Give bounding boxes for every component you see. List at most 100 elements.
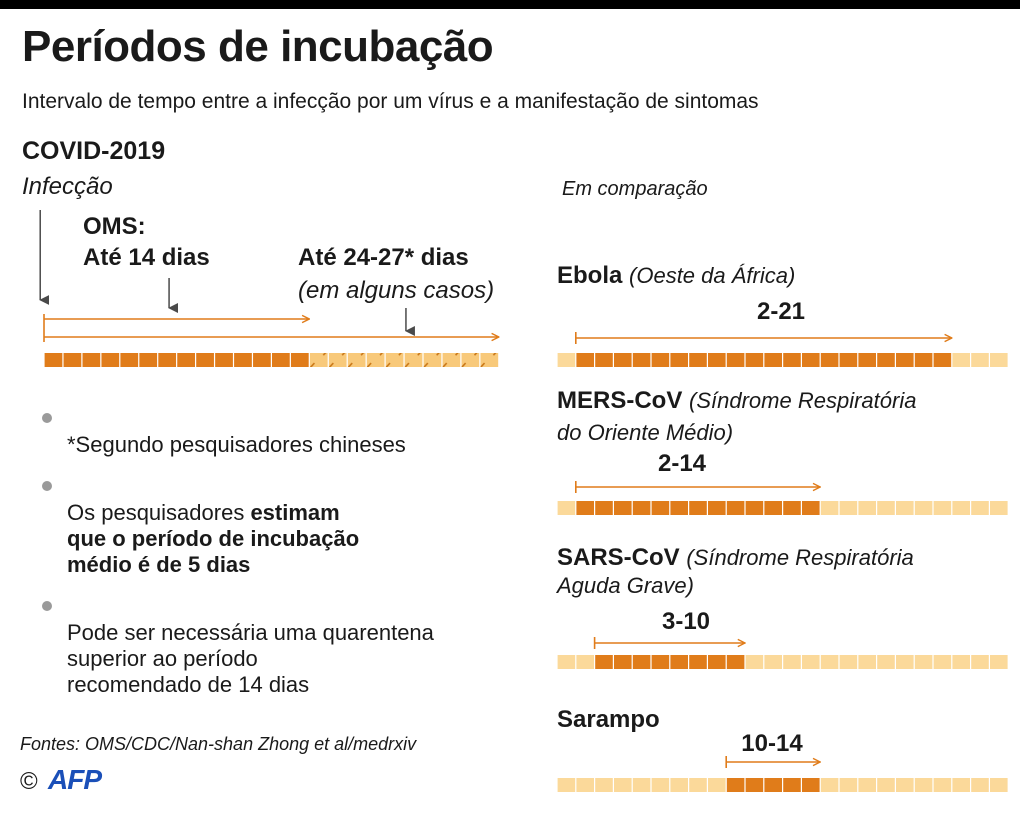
sarampo-scale-cell — [820, 778, 839, 792]
ebola-range-cell — [802, 353, 820, 367]
range-label-mers: 2-14 — [657, 450, 707, 477]
sars-cov-scale-cell — [896, 655, 914, 669]
sarampo-scale-cell — [689, 778, 707, 792]
notes-list: *Segundo pesquisadores chineses Os pesqu… — [40, 406, 540, 714]
sarampo-scale-cell — [933, 778, 952, 792]
infection-label: Infecção — [22, 173, 113, 200]
sarampo-range-cell — [726, 778, 745, 792]
note-item: Os pesquisadores estimam que o período d… — [40, 474, 540, 578]
mers-cov-range-cell — [726, 501, 745, 515]
ebola-scale-cell — [990, 353, 1008, 367]
sarampo-scale-cell — [614, 778, 632, 792]
ebola-range-cell — [576, 353, 594, 367]
covid-extended-day-cell — [385, 353, 404, 367]
covid-extended-day-cell — [461, 353, 480, 367]
ebola-range-cell — [783, 353, 801, 367]
sars-cov-scale-cell — [820, 655, 839, 669]
sars-cov-range-cell — [670, 655, 688, 669]
covid-extended-day-cell — [423, 353, 442, 367]
mers-cov-scale-cell — [896, 501, 914, 515]
covid-timeline — [39, 210, 499, 367]
ebola-range-cell — [670, 353, 688, 367]
sarampo-scale-cell — [877, 778, 895, 792]
ebola-scale-cell — [557, 353, 576, 367]
ebola-scale-cell — [971, 353, 989, 367]
sars-cov-scale-cell — [990, 655, 1008, 669]
mers-cov-range-cell — [651, 501, 670, 515]
sars-cov-scale-cell — [971, 655, 989, 669]
disease-note-line2: Aguda Grave) — [557, 573, 694, 598]
disease-mers-name: MERS-CoV (Síndrome Respiratória — [557, 387, 916, 415]
sarampo-scale-cell — [708, 778, 726, 792]
ebola-range-cell — [839, 353, 858, 367]
mers-cov-scale-cell — [858, 501, 876, 515]
disease-name: SARS-CoV — [557, 544, 680, 571]
covid-day-cell — [158, 353, 177, 367]
mers-cov-range-cell — [764, 501, 782, 515]
range-label-sarampo: 10-14 — [741, 730, 803, 757]
sarampo-range-cell — [745, 778, 764, 792]
sarampo-range-cell — [764, 778, 782, 792]
mers-cov-range-cell — [708, 501, 726, 515]
covid-day-cell — [63, 353, 82, 367]
covid-day-cell — [120, 353, 139, 367]
range-label-sars: 3-10 — [661, 608, 711, 635]
note-text: *Segundo pesquisadores chineses — [67, 432, 406, 457]
disease-name: Ebola — [557, 262, 623, 289]
ebola-range-cell — [651, 353, 670, 367]
sarampo-scale-cell — [952, 778, 970, 792]
covid-extended-day-cell — [309, 353, 328, 367]
disease-note: (Síndrome Respiratória — [686, 545, 914, 570]
sars-cov-scale-cell — [745, 655, 764, 669]
page-subtitle: Intervalo de tempo entre a infecção por … — [22, 90, 759, 113]
mers-cov-scale-cell — [820, 501, 839, 515]
mers-cov-scale-cell — [971, 501, 989, 515]
disease-name: MERS-CoV — [557, 387, 683, 414]
ebola-range-cell — [858, 353, 876, 367]
sars-cov-range-cell — [595, 655, 613, 669]
disease-sars-name: SARS-CoV (Síndrome Respiratória — [557, 544, 914, 572]
sarampo-scale-cell — [651, 778, 670, 792]
covid-extended-day-cell — [480, 353, 499, 367]
mers-cov-scale-cell — [990, 501, 1008, 515]
sarampo-scale-cell — [632, 778, 651, 792]
top-bar — [0, 0, 1020, 9]
covid-day-cell — [101, 353, 120, 367]
ebola-range-cell — [745, 353, 764, 367]
ebola-range-cell — [708, 353, 726, 367]
covid-day-cell — [196, 353, 214, 367]
range-label-ebola: 2-21 — [756, 298, 806, 325]
disease-note-line2: do Oriente Médio) — [557, 420, 734, 445]
mers-cov-range-cell — [576, 501, 594, 515]
note-item: *Segundo pesquisadores chineses — [40, 406, 540, 458]
sars-cov-scale-cell — [877, 655, 895, 669]
sarampo-range-cell — [783, 778, 801, 792]
ebola-range-cell — [595, 353, 613, 367]
sarampo-scale-cell — [858, 778, 876, 792]
note-text: Os pesquisadores — [67, 500, 251, 525]
covid-extended-day-cell — [366, 353, 385, 367]
page-title: Períodos de incubação — [22, 22, 494, 71]
extended-label-line1: Até 24-27* dias — [298, 244, 469, 271]
ebola-range-cell — [820, 353, 839, 367]
sources-note: Fontes: OMS/CDC/Nan-shan Zhong et al/med… — [20, 734, 417, 754]
mers-cov-range-cell — [670, 501, 688, 515]
ebola-range-cell — [877, 353, 895, 367]
covid-day-cell — [177, 353, 195, 367]
mers-cov-scale-cell — [952, 501, 970, 515]
mers-cov-range-cell — [689, 501, 707, 515]
ebola-range-cell — [914, 353, 933, 367]
sarampo-range-cell — [802, 778, 820, 792]
ebola-range-cell — [614, 353, 632, 367]
sars-cov-scale-cell — [802, 655, 820, 669]
oms-label-line1: OMS: — [83, 213, 146, 240]
disease-ebola-name: Ebola (Oeste da África) — [557, 262, 795, 290]
disease-note: (Oeste da África) — [629, 263, 796, 288]
mers-cov-range-cell — [595, 501, 613, 515]
mers-cov-scale-cell — [933, 501, 952, 515]
disease-sarampo-name: Sarampo — [557, 706, 660, 734]
sarampo-scale-cell — [557, 778, 576, 792]
sars-cov-scale-cell — [839, 655, 858, 669]
covid-day-cell — [234, 353, 252, 367]
ebola-scale-cell — [952, 353, 970, 367]
